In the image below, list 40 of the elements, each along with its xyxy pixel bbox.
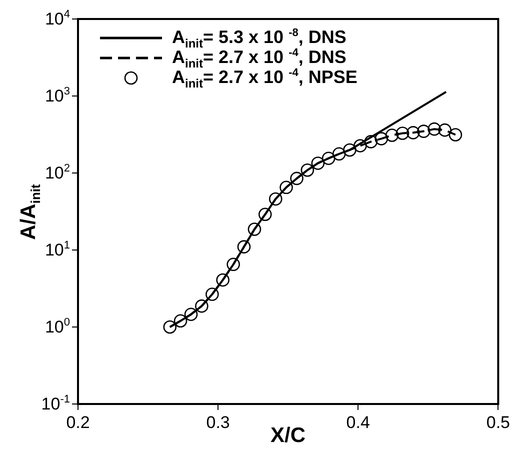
point xyxy=(385,128,399,142)
y-tick-label: 10$^{2}$ xyxy=(44,162,70,184)
point xyxy=(406,126,420,140)
point xyxy=(290,172,304,186)
point xyxy=(438,123,452,137)
legend-label: A$_{init}$= 2.7 x 10 $^{-4}$, NPSE xyxy=(172,66,358,90)
point xyxy=(311,156,325,170)
point xyxy=(300,163,314,177)
point xyxy=(195,299,208,313)
x-tick-label: 0.3 xyxy=(206,412,230,432)
y-tick-label: 10$^{0}$ xyxy=(44,316,70,338)
x-tick-label: 0.5 xyxy=(486,412,510,432)
point xyxy=(332,147,346,161)
point xyxy=(174,314,188,328)
point xyxy=(428,122,441,136)
x-axis-title: X/C xyxy=(270,424,306,448)
point xyxy=(396,126,410,140)
point xyxy=(448,128,462,142)
point xyxy=(237,240,251,254)
point xyxy=(206,288,219,301)
point xyxy=(216,273,230,287)
point xyxy=(374,132,388,146)
point xyxy=(268,192,282,206)
x-tick-label: 0.2 xyxy=(66,412,90,432)
point xyxy=(184,308,198,321)
y-tick-label: 10$^{1}$ xyxy=(44,240,70,260)
point xyxy=(258,208,272,222)
point xyxy=(322,152,336,165)
point xyxy=(364,135,378,148)
point xyxy=(226,258,240,272)
point xyxy=(280,180,293,194)
point xyxy=(163,320,177,334)
y-tick-label: 10$^{-1}$ xyxy=(41,394,70,414)
point xyxy=(417,124,430,138)
y-tick-label: 10$^{3}$ xyxy=(44,86,70,106)
x-tick-label: 0.4 xyxy=(346,412,370,432)
point xyxy=(354,139,367,152)
y-tick-label: 10$^{4}$ xyxy=(44,8,70,30)
point xyxy=(343,143,356,157)
point xyxy=(248,222,262,236)
